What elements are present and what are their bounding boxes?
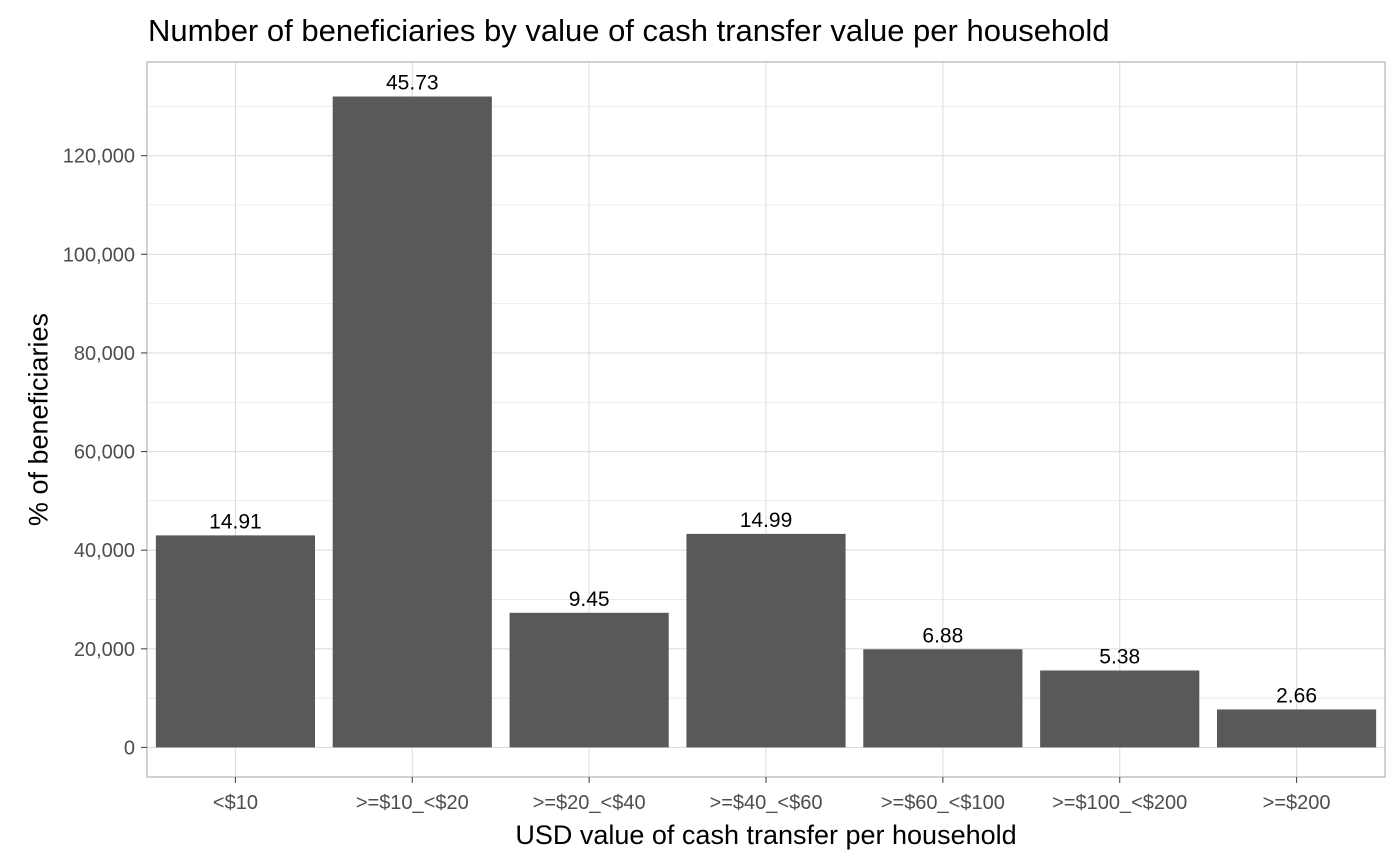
bar-data-label: 6.88	[922, 624, 963, 647]
x-tick-label: >=$200	[1263, 792, 1331, 814]
bar-data-label: 5.38	[1099, 645, 1140, 668]
bar	[332, 96, 492, 748]
bar	[1216, 709, 1377, 748]
bar	[686, 533, 846, 748]
chart-title: Number of beneficiaries by value of cash…	[148, 13, 1110, 48]
y-tick-label: 20,000	[74, 639, 135, 661]
y-tick-label: 80,000	[74, 343, 135, 365]
x-tick-label: >=$40_<$60	[710, 792, 823, 814]
x-tick-label: <$10	[213, 792, 258, 814]
x-axis: <$10 >=$10_<$20 >=$20_<$40 >=$40_<$60 >=$60_…	[213, 777, 1331, 814]
bar-data-label: 45.73	[386, 72, 439, 95]
bars	[155, 96, 1377, 748]
data-labels: 14.91 45.73 9.45 14.99 6.88 5.38 2.66	[209, 72, 1317, 708]
bar	[155, 535, 316, 748]
bar	[863, 649, 1023, 748]
bar-data-label: 14.91	[209, 510, 262, 533]
x-tick-label: >=$10_<$20	[356, 792, 469, 814]
x-tick-label: >=$60_<$100	[881, 792, 1005, 814]
y-tick-label: 100,000	[63, 244, 135, 266]
x-tick-label: >=$20_<$40	[533, 792, 646, 814]
bar-data-label: 9.45	[569, 588, 610, 611]
x-axis-title: USD value of cash transfer per household	[515, 820, 1016, 850]
bar-data-label: 2.66	[1276, 684, 1317, 707]
y-tick-label: 0	[124, 737, 135, 759]
bar	[1040, 670, 1200, 748]
y-tick-label: 60,000	[74, 442, 135, 464]
bar	[509, 612, 669, 748]
y-tick-label: 40,000	[74, 540, 135, 562]
y-tick-label: 120,000	[63, 146, 135, 168]
y-axis-title: % of beneficiaries	[23, 313, 53, 526]
x-tick-label: >=$100_<$200	[1052, 792, 1187, 814]
bar-data-label: 14.99	[740, 509, 793, 532]
y-axis: 0 20,000 40,000 60,000 80,000 100,000 120,000	[63, 146, 147, 759]
